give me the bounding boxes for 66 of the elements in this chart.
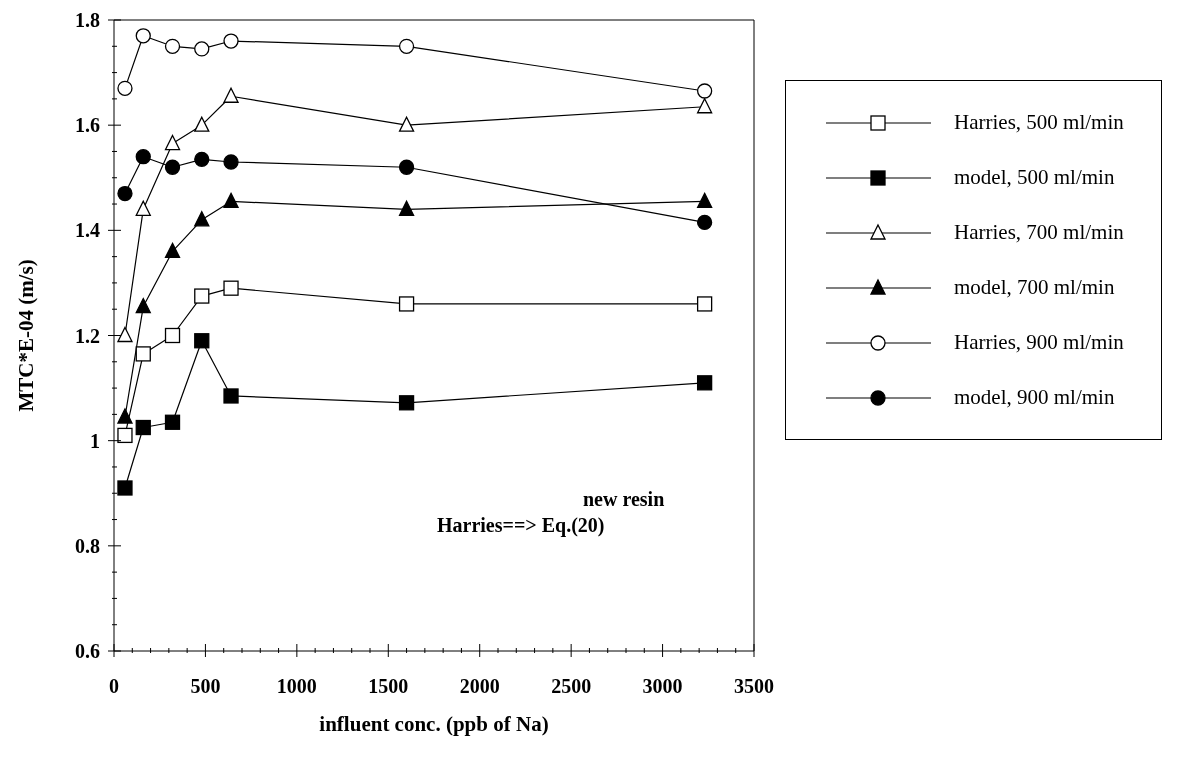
- point: [696, 214, 713, 231]
- point: [164, 159, 181, 175]
- y-tick-label: 1.6: [75, 114, 100, 137]
- point: [398, 296, 415, 312]
- point: [164, 327, 181, 344]
- legend-label: model, 500 ml/min: [954, 165, 1115, 190]
- point: [194, 211, 210, 227]
- point: [194, 333, 210, 349]
- y-tick-label: 1.8: [75, 9, 100, 31]
- annotation: Harries==> Eq.(20): [437, 513, 606, 538]
- point: [223, 87, 239, 103]
- legend-label: Harries, 900 ml/min: [954, 330, 1124, 355]
- point: [117, 408, 133, 424]
- y-tick-label: 0.8: [75, 534, 100, 557]
- point: [135, 28, 151, 44]
- point: [194, 151, 210, 167]
- legend-label: Harries, 700 ml/min: [954, 220, 1124, 245]
- point: [223, 192, 239, 209]
- point: [398, 395, 415, 411]
- point: [223, 280, 239, 296]
- x-tick-label: 3000: [642, 675, 683, 697]
- x-tick-label: 500: [190, 675, 221, 697]
- point: [696, 192, 713, 209]
- point: [164, 414, 181, 430]
- x-tick-label: 3500: [734, 675, 774, 697]
- point: [194, 116, 210, 132]
- point: [135, 297, 151, 314]
- legend-label: model, 900 ml/min: [954, 385, 1115, 410]
- y-tick-label: 0.6: [75, 640, 100, 662]
- point: [135, 200, 151, 216]
- point: [135, 419, 151, 436]
- point: [223, 388, 239, 404]
- point: [223, 154, 239, 170]
- point: [696, 98, 713, 114]
- point: [194, 41, 210, 57]
- point: [117, 427, 133, 444]
- point: [164, 38, 181, 54]
- point: [696, 296, 713, 312]
- point: [194, 288, 210, 304]
- y-tick-label: 1.4: [75, 219, 100, 242]
- point: [117, 480, 133, 496]
- point: [696, 83, 713, 99]
- y-tick-label: 1.2: [75, 324, 100, 347]
- legend-label: Harries, 500 ml/min: [954, 110, 1124, 135]
- annotation: new resin: [582, 487, 665, 512]
- x-tick-label: 0: [109, 675, 119, 697]
- point: [398, 116, 415, 132]
- point: [398, 38, 415, 54]
- legend-label: model, 700 ml/min: [954, 275, 1115, 300]
- y-tick-label: 1: [90, 429, 100, 452]
- x-axis-title: influent conc. (ppb of Na): [319, 712, 549, 736]
- x-tick-label: 1000: [276, 675, 317, 697]
- point: [398, 159, 415, 175]
- point: [117, 326, 133, 343]
- point: [398, 200, 415, 216]
- x-tick-label: 2000: [459, 675, 500, 697]
- x-tick-label: 2500: [551, 675, 592, 697]
- point: [164, 242, 181, 259]
- point: [135, 346, 151, 362]
- point: [117, 185, 133, 202]
- point: [135, 149, 151, 165]
- x-tick-label: 1500: [368, 675, 409, 697]
- y-axis-title: MTC*E-04 (m/s): [14, 259, 39, 412]
- point: [164, 134, 181, 151]
- point: [696, 375, 713, 391]
- point: [223, 33, 239, 49]
